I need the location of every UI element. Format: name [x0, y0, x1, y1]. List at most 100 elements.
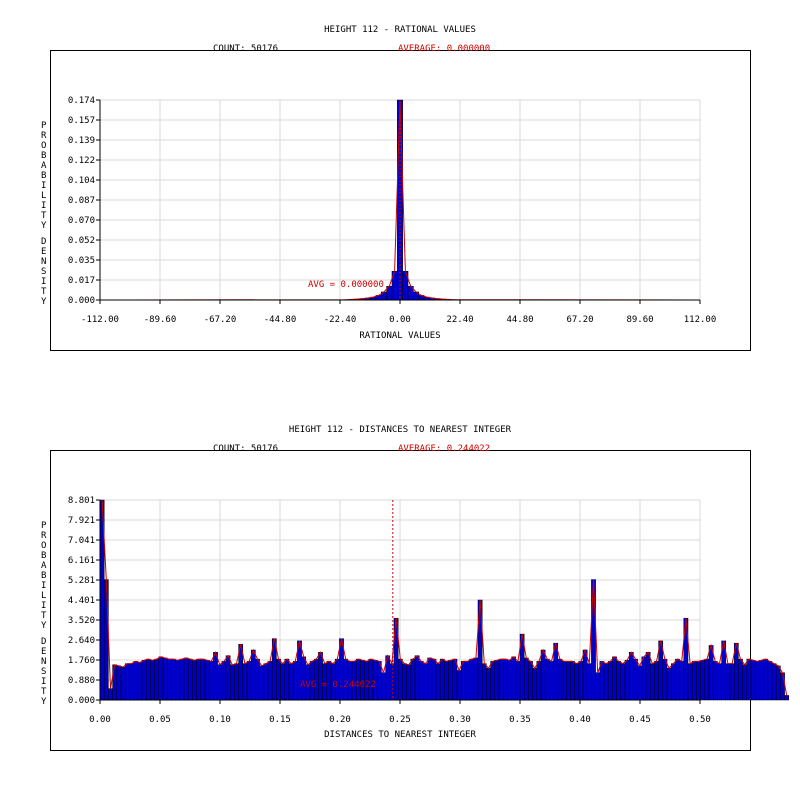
chart2-bar: [166, 658, 172, 701]
chart2-bar: [255, 658, 260, 701]
chart1-y-tick-label: 0.017: [68, 276, 95, 286]
chart2-bar: [389, 663, 395, 701]
chart2-y-tick-label: 1.760: [68, 656, 95, 666]
chart2-bar: [561, 661, 567, 701]
chart2-bar: [780, 672, 785, 701]
chart2-bar: [376, 661, 382, 701]
chart1-x-tick-label: -22.40: [324, 315, 357, 325]
chart2-y-tick-label: 4.401: [68, 596, 95, 606]
chart1-x-tick-label: 89.60: [626, 315, 653, 325]
chart2-bar: [444, 661, 449, 701]
chart2-bar: [187, 658, 193, 701]
chart2-bar: [620, 663, 626, 701]
chart2-bar: [511, 656, 517, 701]
chart2-x-tick-label: 0.30: [449, 715, 471, 725]
chart2-bar: [116, 665, 122, 701]
chart2-bar: [465, 661, 470, 701]
chart1-frame: [50, 50, 751, 351]
chart2-bar: [221, 661, 227, 701]
chart2-bar: [431, 658, 437, 701]
chart2-bar: [137, 662, 143, 701]
chart2-bar: [418, 661, 424, 701]
chart2-y-tick-label: 8.801: [68, 496, 95, 506]
chart2-bar: [775, 665, 781, 701]
chart2-bar: [250, 649, 256, 701]
chart2-bar: [414, 655, 420, 701]
chart2-bar: [628, 652, 634, 701]
chart2-bar: [284, 658, 290, 701]
chart2-bar: [679, 661, 685, 701]
chart1-x-tick-label: 22.40: [446, 315, 473, 325]
chart2-bar: [704, 658, 710, 701]
chart2-bar: [267, 661, 273, 701]
chart1-y-tick-label: 0.122: [68, 156, 95, 166]
chart2-bar: [586, 663, 592, 701]
chart2-bar: [578, 661, 584, 701]
chart2-density-curve: [101, 499, 788, 696]
chart2-bar: [112, 664, 118, 701]
chart2-bar: [637, 665, 643, 701]
chart2-bar: [145, 658, 151, 701]
chart1-title: HEIGHT 112 - RATIONAL VALUES: [324, 25, 476, 35]
chart2-bar: [208, 661, 214, 701]
chart2-bar: [696, 661, 701, 701]
chart2-bar: [742, 664, 748, 701]
chart1-y-tick-label: 0.087: [68, 196, 95, 206]
chart2-bar: [154, 658, 160, 701]
chart2-bar: [410, 658, 416, 701]
chart2-average-label: AVERAGE: 0.244022: [398, 444, 490, 454]
chart2-bar: [544, 658, 550, 701]
chart2-x-tick-label: 0.40: [569, 715, 591, 725]
chart2-bar: [612, 656, 617, 701]
chart2-bar: [276, 658, 281, 701]
chart2-bar: [162, 657, 168, 701]
chart2-bar: [108, 688, 113, 701]
chart2-bar: [192, 659, 197, 701]
chart2-bar: [595, 672, 601, 701]
chart1-avg-marker-label: AVG = 0.000000: [308, 280, 384, 290]
chart2-y-tick-label: 2.640: [68, 636, 95, 646]
chart2-bar: [120, 666, 126, 701]
chart2-bar: [599, 661, 605, 701]
chart2-bar: [318, 652, 323, 701]
chart1-y-tick-label: 0.174: [68, 96, 95, 106]
chart2-bar: [423, 663, 428, 701]
chart2-bar: [200, 658, 206, 701]
chart2-bar: [750, 659, 756, 701]
chart2-bar: [171, 658, 176, 701]
chart2-bar: [649, 663, 655, 701]
chart2-bar: [523, 657, 529, 701]
chart2-bar: [217, 664, 223, 701]
chart2-bar: [481, 663, 487, 701]
chart2-x-tick-label: 0.05: [149, 715, 171, 725]
chart2-bar: [712, 661, 718, 701]
chart2-x-axis-label: DISTANCES TO NEAREST INTEGER: [324, 730, 476, 740]
chart1-average-label: AVERAGE: 0.000000: [398, 44, 490, 54]
chart2-bar: [624, 659, 630, 701]
chart2-bar: [536, 661, 542, 701]
chart2-bar: [435, 663, 441, 701]
chart2-avg-marker-label: AVG = 0.244022: [300, 680, 376, 690]
chart1-y-tick-label: 0.104: [68, 176, 95, 186]
chart2-bar: [582, 649, 588, 701]
chart2-y-tick-label: 0.880: [68, 676, 95, 686]
chart2-bar: [473, 657, 479, 701]
chart2-bar: [670, 663, 676, 701]
chart1-x-tick-label: 0.00: [389, 315, 411, 325]
chart2-bar: [225, 655, 231, 701]
chart2-x-tick-label: 0.50: [689, 715, 711, 725]
chart2-x-tick-label: 0.15: [269, 715, 291, 725]
chart2-bar: [381, 672, 386, 701]
chart2-bar: [717, 663, 722, 701]
chart2-bar: [292, 661, 298, 701]
chart2-bar: [406, 664, 412, 701]
chart2-bar: [133, 661, 139, 701]
chart2-bar: [242, 663, 248, 701]
chart2-bar: [666, 667, 672, 701]
chart2-bar: [288, 663, 294, 701]
chart2-bar: [213, 652, 218, 701]
chart2-bar: [700, 659, 706, 701]
chart2-bar: [124, 663, 130, 701]
chart2-bar: [607, 661, 613, 701]
chart2-bar: [771, 663, 777, 701]
